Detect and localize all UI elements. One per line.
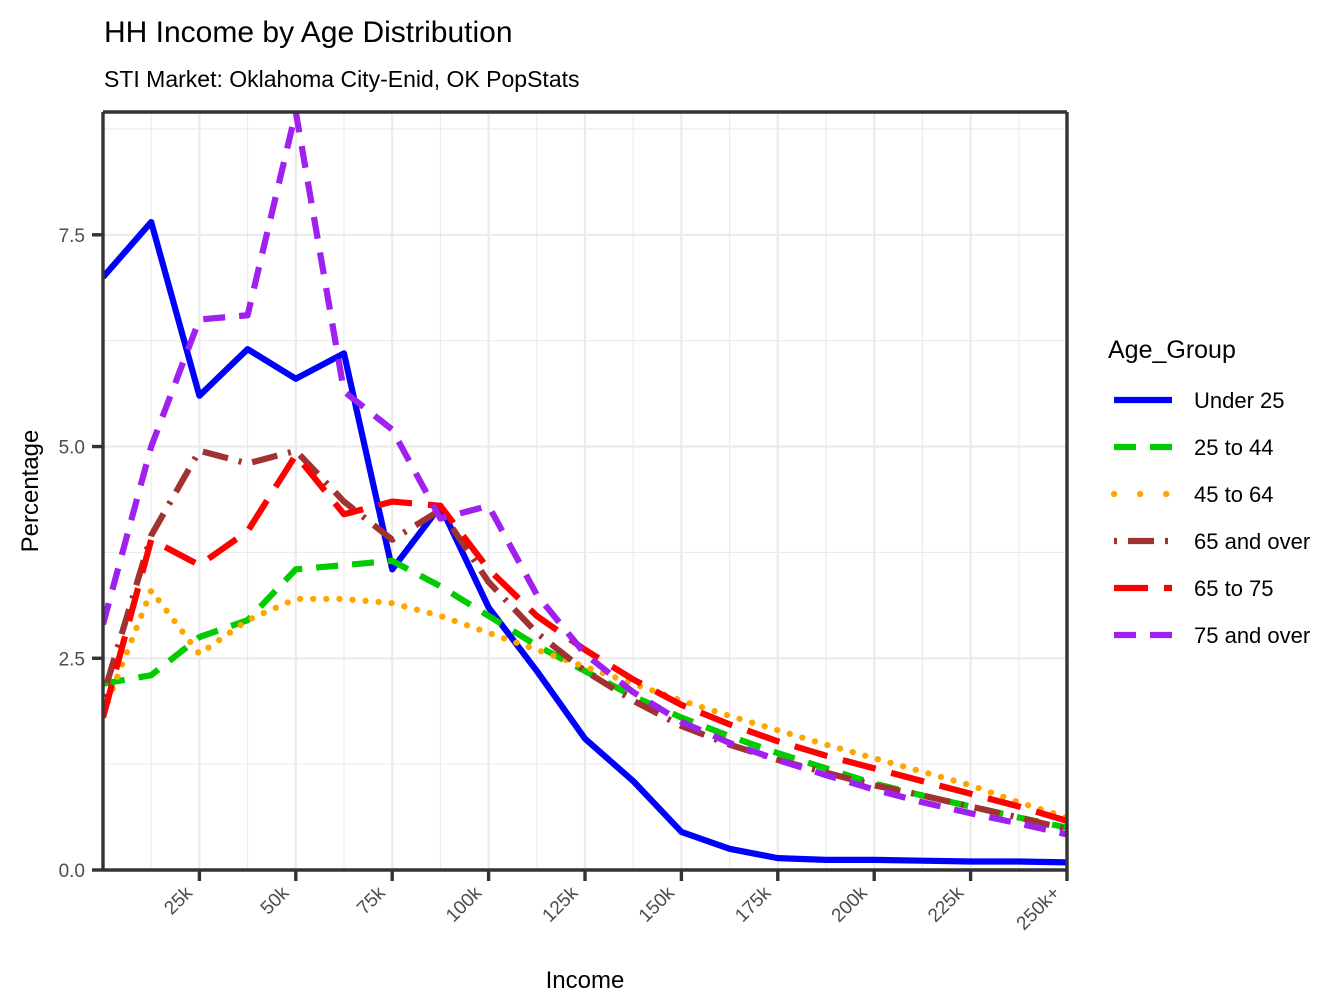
x-tick-label: 75k bbox=[353, 882, 390, 919]
legend-label: 25 to 44 bbox=[1194, 435, 1274, 460]
x-axis-title: Income bbox=[546, 967, 625, 994]
legend-label: 65 to 75 bbox=[1194, 576, 1274, 601]
y-tick-label: 7.5 bbox=[59, 226, 85, 247]
legend-item-65-and-over[interactable]: 65 and over bbox=[1114, 529, 1310, 554]
legend-item-65-to-75[interactable]: 65 to 75 bbox=[1114, 576, 1274, 601]
series-lines bbox=[103, 112, 1067, 866]
legend-item-under-25[interactable]: Under 25 bbox=[1114, 388, 1285, 413]
legend-label: 65 and over bbox=[1194, 529, 1310, 554]
page-subtitle: STI Market: Oklahoma City-Enid, OK PopSt… bbox=[104, 66, 580, 92]
y-axis-title: Percentage bbox=[17, 430, 44, 553]
x-tick-label: 125k bbox=[539, 882, 583, 926]
page-title: HH Income by Age Distribution bbox=[104, 16, 513, 49]
series-line-25-to-44 bbox=[103, 557, 1067, 831]
legend[interactable]: Age_Group Under 25 25 to 44 45 to 64 65 and … bbox=[1108, 336, 1310, 648]
y-tick-label: 0.0 bbox=[59, 861, 85, 882]
x-tick-label: 150k bbox=[635, 882, 679, 926]
x-tick-label: 25k bbox=[160, 882, 197, 919]
legend-item-25-to-44[interactable]: 25 to 44 bbox=[1114, 435, 1274, 460]
x-tick-label: 100k bbox=[442, 882, 486, 926]
series-line-45-to-64 bbox=[103, 587, 1067, 821]
series-line-75-and-over bbox=[103, 112, 1067, 838]
x-tick-label: 250k+ bbox=[1013, 883, 1065, 935]
legend-title: Age_Group bbox=[1108, 336, 1236, 364]
series-line-under-25 bbox=[103, 219, 1067, 866]
series-line-65-to-75 bbox=[103, 451, 1067, 824]
gridlines bbox=[102, 112, 1069, 872]
x-tick-label: 225k bbox=[924, 882, 968, 926]
legend-label: Under 25 bbox=[1194, 388, 1285, 413]
legend-label: 45 to 64 bbox=[1194, 482, 1274, 507]
legend-item-75-and-over[interactable]: 75 and over bbox=[1114, 623, 1310, 648]
y-tick-label: 2.5 bbox=[59, 649, 85, 670]
series-line-65-and-over bbox=[103, 447, 1067, 833]
x-tick-label: 175k bbox=[731, 882, 775, 926]
axes bbox=[92, 110, 1069, 881]
legend-item-45-to-64[interactable]: 45 to 64 bbox=[1110, 482, 1274, 507]
legend-label: 75 and over bbox=[1194, 623, 1310, 648]
x-tick-label: 50k bbox=[257, 882, 294, 919]
x-tick-label: 200k bbox=[828, 882, 872, 926]
y-tick-label: 5.0 bbox=[59, 438, 85, 459]
